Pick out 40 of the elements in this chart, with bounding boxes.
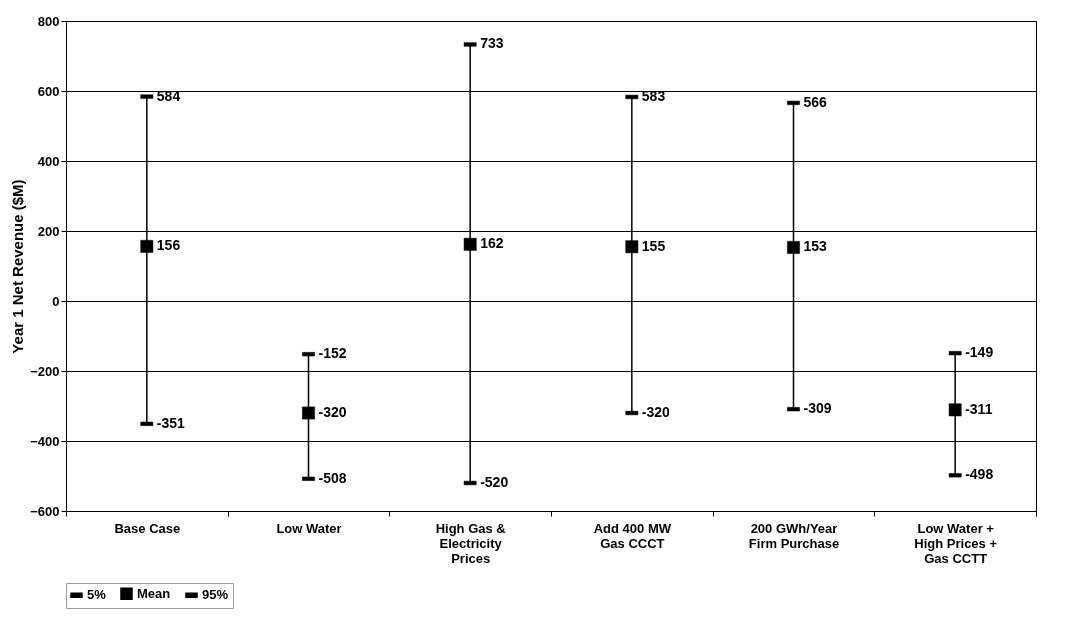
data-label: 733 (480, 35, 504, 52)
y-tick-label: 800 (37, 13, 60, 29)
point (948, 403, 962, 417)
legend-label: 95% (202, 587, 229, 603)
data-label: 156 (156, 237, 181, 254)
data-label: 155 (641, 237, 666, 254)
x-tick-label: High Gas & Electricity Prices (435, 520, 506, 566)
point (140, 240, 154, 253)
y-tick-label: 0 (52, 293, 60, 309)
y-tick-label: 400 (37, 153, 60, 169)
y-tick-label: −600 (30, 503, 60, 519)
legend-label: Mean (137, 585, 171, 601)
data-label: -498 (965, 466, 994, 483)
point (302, 406, 315, 420)
y-tick-label: 200 (37, 223, 60, 239)
data-label: -320 (318, 404, 347, 420)
x-tick-label: 200 GWh/Year Firm Purchase (748, 520, 840, 551)
x-tick-label: Base Case (114, 520, 181, 536)
x-tick-label: Add 400 MW Gas CCCT (593, 520, 672, 551)
data-label: -311 (965, 400, 993, 417)
data-label: -320 (641, 404, 671, 420)
point (463, 237, 477, 251)
y-tick-label: −400 (30, 433, 60, 449)
data-label: 153 (803, 238, 828, 255)
x-tick-label: Low Water (276, 520, 342, 536)
y-tick-label: −200 (30, 363, 60, 379)
data-label: -508 (318, 469, 347, 486)
point (787, 241, 800, 254)
data-label: -351 (156, 414, 186, 431)
data-label: 162 (480, 235, 504, 252)
y-axis-title: Year 1 Net Revenue ($M) (9, 179, 27, 354)
x-tick-label: Low Water + High Prices + Gas CCTT (914, 520, 998, 566)
point (625, 240, 639, 254)
data-label: -520 (480, 474, 509, 490)
data-label: -309 (803, 400, 832, 417)
data-label: -152 (318, 345, 347, 362)
data-label: -149 (965, 344, 994, 361)
y-tick-label: 600 (37, 83, 60, 99)
data-label: 566 (803, 93, 828, 110)
legend-label: 5% (87, 587, 107, 603)
